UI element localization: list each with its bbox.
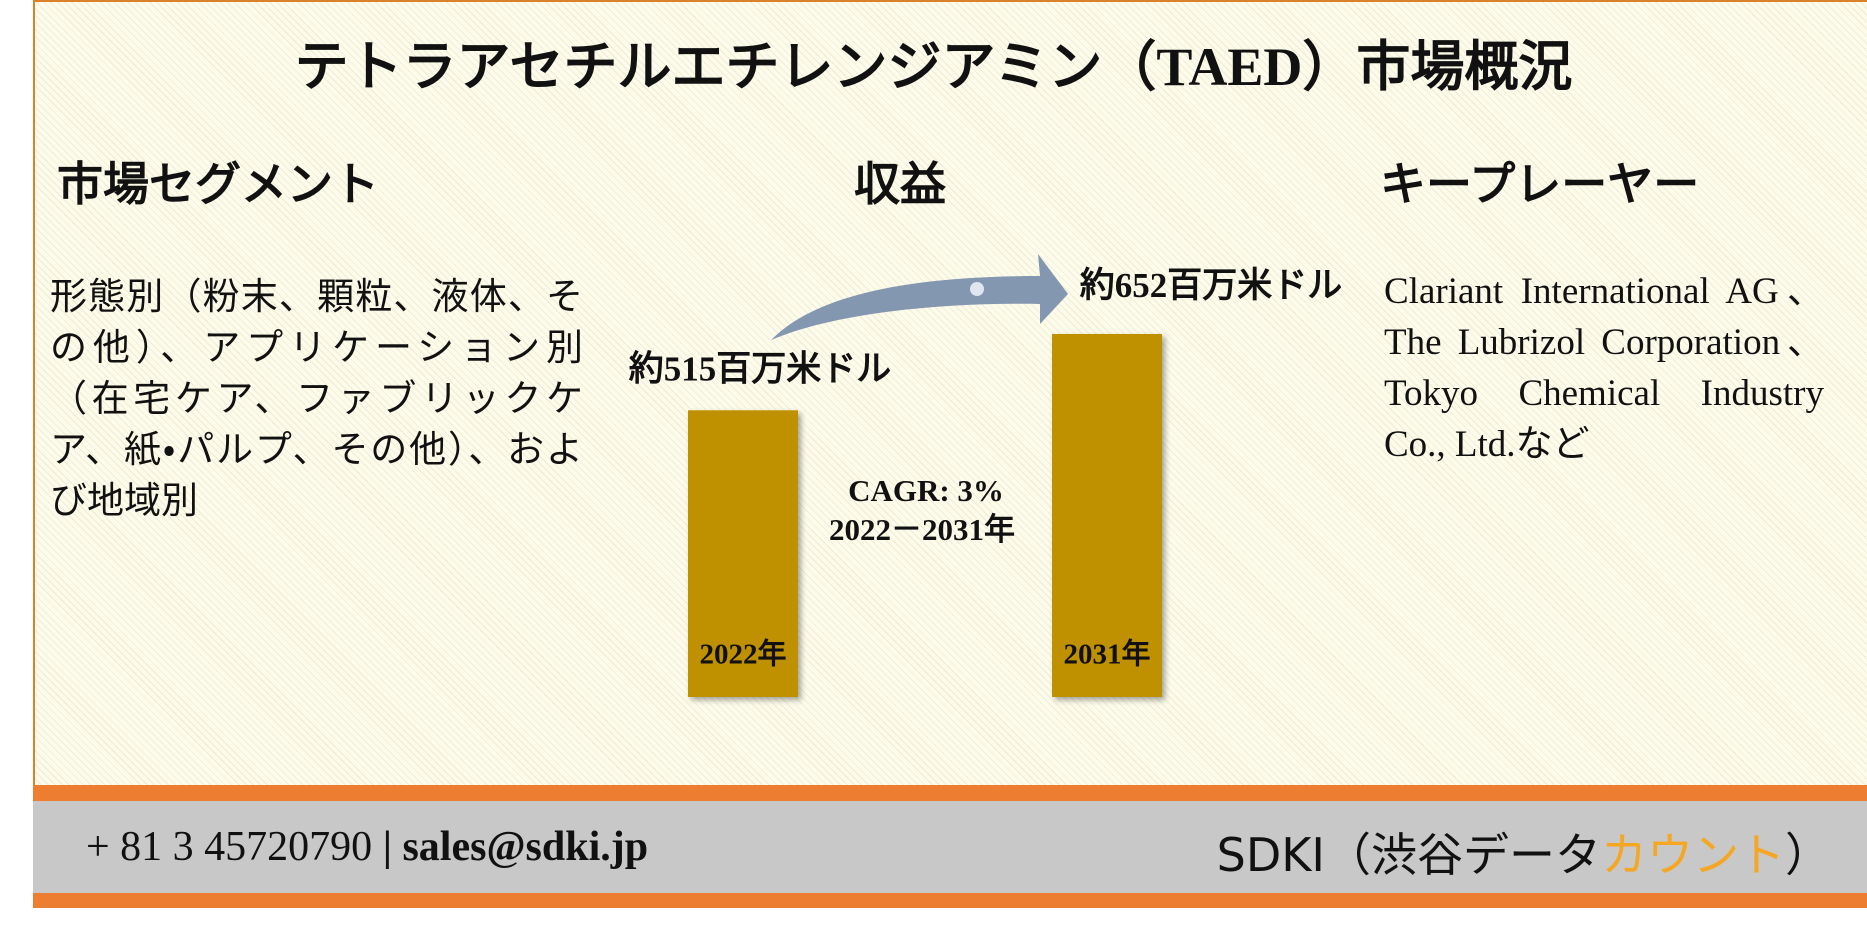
- separator: |: [382, 824, 392, 870]
- email: sales@sdki.jp: [402, 824, 649, 870]
- value-label: 約515百万米ドル: [629, 349, 892, 388]
- bar: [1052, 334, 1162, 697]
- footer-stripe: [33, 785, 1867, 801]
- revenue-heading: 収益: [854, 159, 946, 210]
- panel: [33, 0, 1867, 785]
- arrow-dot: [970, 282, 984, 296]
- phone: + 81 3 45720790: [86, 824, 373, 870]
- bar: [688, 410, 798, 697]
- contact: + 81 3 45720790 | sales@sdki.jp: [86, 823, 648, 871]
- footer: + 81 3 45720790 | sales@sdki.jp SDKI（渋谷デ…: [33, 801, 1867, 893]
- value-label: 約652百万米ドル: [1080, 266, 1343, 305]
- segment-heading: 市場セグメント: [57, 159, 379, 210]
- bar-year: 2022年: [699, 637, 786, 671]
- growth-arrow: [771, 254, 1068, 341]
- revenue-chart: CAGR: 3% 2022－2031年 2022年 2031年 約515百万米ドル 約…: [629, 254, 1343, 697]
- brand: SDKI（渋谷データカウント）: [1217, 819, 1831, 885]
- brand-highlight: カウント: [1601, 828, 1785, 882]
- players-heading: キープレーヤー: [1380, 159, 1700, 210]
- footer-stripe: [33, 893, 1867, 908]
- brand-text: ）: [1785, 828, 1831, 882]
- brand-text: SDKI（渋谷データ: [1216, 828, 1601, 882]
- players-text: Clariant International AG、The Lubrizol C…: [1384, 271, 1824, 465]
- cagr: CAGR: 3%: [848, 473, 1004, 508]
- bar-year: 2031年: [1063, 637, 1150, 671]
- title: テトラアセチルエチレンジアミン（TAED）市場概況: [294, 37, 1573, 97]
- cagr-period: 2022－2031年: [829, 512, 1015, 547]
- segment-text: 形態別（粉末、顆粒、液体、その他）、アプリケーション別（在宅ケア、ファブリックケ…: [50, 277, 583, 522]
